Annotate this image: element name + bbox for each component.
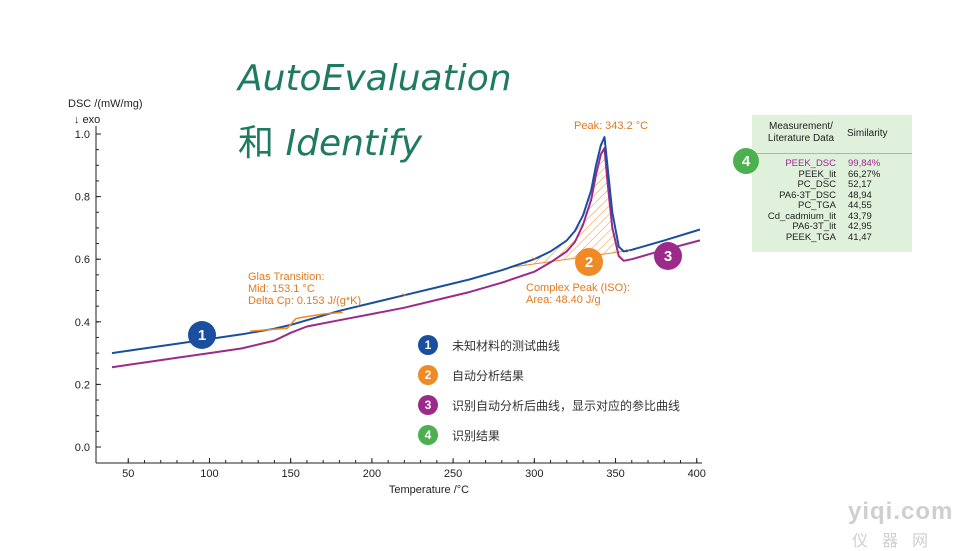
peak-baseline [509,250,626,268]
evaluation-marker: > [401,291,406,300]
x-tick-label: 150 [281,468,299,480]
legend-badge-1: 1 [418,335,438,355]
x-tick-label: 50 [122,468,134,480]
peak-annotation: Peak: 343.2 °C [574,120,649,132]
col1-header-line2: Literature Data [767,133,835,144]
legend-item-2: 2 自动分析结果 [418,360,680,390]
result-name: PEEK_DSC [785,158,836,169]
exo-direction-label: ↓ exo [74,114,101,126]
x-axis-label: Temperature /°C [389,484,469,496]
result-name: PA6-3T_lit [792,221,836,232]
glass-transition-marker [250,311,343,332]
curve-badge-label-2: 2 [585,254,593,271]
legend: 1 未知材料的测试曲线 2 自动分析结果 3 识别自动分析后曲线，显示对应的参比曲线 … [418,330,680,450]
result-name: Cd_cadmium_lit [767,210,836,222]
x-tick-label: 200 [363,468,381,480]
reference-curve-line [111,147,701,369]
x-tick-label: 350 [606,468,624,480]
result-row: PEEK_TGA 41,47 [752,231,912,244]
result-name: PC_TGA [797,200,836,211]
glass-line-3: Delta Cp: 0.153 J/(g*K) [248,295,362,307]
legend-badge-2: 2 [418,365,438,385]
result-row: PC_TGA 44,55 [752,200,912,212]
col1-header-line1: Measurement/ [769,121,833,132]
legend-item-4: 4 识别结果 [418,420,680,450]
result-name: PEEK_lit [798,168,837,180]
result-row: PEEK_lit 66,27% [752,168,912,181]
result-row: PA6-3T_lit 42,95 [752,221,912,233]
heading-identify: 和 Identify [238,114,422,166]
heading-cn-word: 和 [238,123,275,164]
results-header: Measurement/Literature Data Similarity [752,115,912,154]
result-value: 66,27% [848,168,881,180]
watermark-logo-cn: 仪器网 [852,531,943,550]
result-value: 41,47 [848,231,872,243]
curve-badge-label-3: 3 [664,248,672,265]
glass-line-1: Glas Transition: [248,271,325,283]
result-name: PC_DSC [797,179,836,190]
y-axis-label: DSC /(mW/mg) [68,98,143,110]
curve-badge-2 [575,248,603,276]
result-value: 44,55 [848,200,872,211]
result-name: PA6-3T_DSC [779,189,836,201]
curve-badge-1 [188,321,216,349]
complex-line-2: Area: 48.40 J/g [526,294,601,306]
result-value: 52,17 [848,179,872,190]
legend-item-3: 3 识别自动分析后曲线，显示对应的参比曲线 [418,390,680,420]
legend-text-1: 未知材料的测试曲线 [452,338,561,353]
watermark-logo: yiqi.com [848,498,954,525]
result-name: PEEK_TGA [785,231,836,243]
result-row: PC_DSC 52,17 [752,179,912,191]
evaluation-marker: > [626,246,631,255]
heading-autoevaluation: AutoEvaluation [238,58,512,99]
results-panel: Measurement/Literature Data Similarity P… [752,115,912,252]
curve-badge-3 [654,242,682,270]
legend-item-1: 1 未知材料的测试曲线 [418,330,680,360]
evaluation-marker: > [531,255,536,264]
peak-area-hatch [510,137,626,268]
result-value: 48,94 [848,189,872,201]
results-col2-header: Similarity [847,128,888,139]
result-row: PA6-3T_DSC 48,94 [752,189,912,202]
curve-badge-label-1: 1 [198,327,206,344]
results-col1-header: Measurement/Literature Data [760,121,842,145]
x-tick-label: 300 [525,468,543,480]
heading-identify-word: Identify [285,123,422,164]
x-tick-label: 100 [200,468,218,480]
result-row: PEEK_DSC 99,84% [752,158,912,170]
results-rows: PEEK_DSC 99,84% PEEK_lit 66,27% PC_DSC 52,1… [752,158,912,244]
y-tick-label: 0.8 [75,192,90,204]
legend-text-4: 识别结果 [452,428,501,443]
complex-peak-annotation: Complex Peak (ISO): Area: 48.40 J/g [526,282,630,306]
glass-transition-annotation: Glas Transition: Mid: 153.1 °C Delta Cp: 0… [248,271,361,307]
glass-line-2: Mid: 153.1 °C [248,283,315,295]
legend-badge-3: 3 [418,395,438,415]
y-tick-label: 0.0 [75,442,90,454]
legend-text-2: 自动分析结果 [452,368,525,383]
result-value: 99,84% [848,158,881,169]
x-tick-label: 250 [444,468,462,480]
legend-text-3: 识别自动分析后曲线，显示对应的参比曲线 [452,398,681,413]
result-row: Cd_cadmium_lit 43,79 [752,210,912,223]
results-badge-4: 4 [733,148,759,174]
y-tick-label: 0.6 [75,254,90,266]
x-tick-label: 400 [688,468,706,480]
y-tick-label: 1.0 [75,129,90,141]
complex-line-1: Complex Peak (ISO): [526,282,630,294]
y-tick-label: 0.4 [75,317,90,329]
legend-badge-4: 4 [418,425,438,445]
result-value: 43,79 [848,210,872,222]
result-value: 42,95 [848,221,872,232]
y-tick-label: 0.2 [75,379,90,391]
